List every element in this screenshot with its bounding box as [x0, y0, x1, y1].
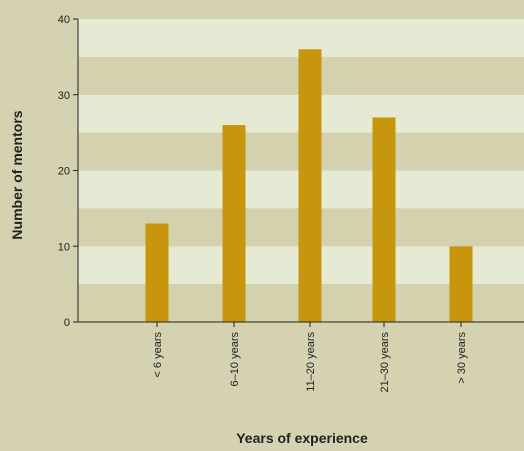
y-tick-label: 10	[58, 241, 70, 253]
y-tick-label: 20	[58, 166, 70, 178]
x-tick-label: > 30 years	[456, 332, 468, 384]
x-tick-label: 21–30 years	[379, 332, 391, 393]
y-axis-title: Number of mentors	[9, 110, 25, 239]
x-axis-title: Years of experience	[236, 430, 368, 446]
y-axis-ticks: 0 10 20 30 40	[58, 14, 78, 329]
y-tick-label: 40	[58, 14, 70, 26]
y-tick-label: 30	[58, 90, 70, 102]
bar	[145, 223, 169, 322]
bar	[222, 125, 246, 322]
bars	[145, 49, 473, 323]
x-tick-label: < 6 years	[152, 332, 164, 378]
bar	[449, 246, 473, 322]
x-tick-label: 6–10 years	[229, 332, 241, 387]
x-axis-ticks: < 6 years 6–10 years 11–20 years 21–30 year…	[152, 322, 468, 393]
bar	[298, 49, 322, 323]
bar	[372, 117, 396, 322]
y-tick-label: 0	[64, 317, 70, 329]
x-tick-label: 11–20 years	[305, 332, 317, 392]
